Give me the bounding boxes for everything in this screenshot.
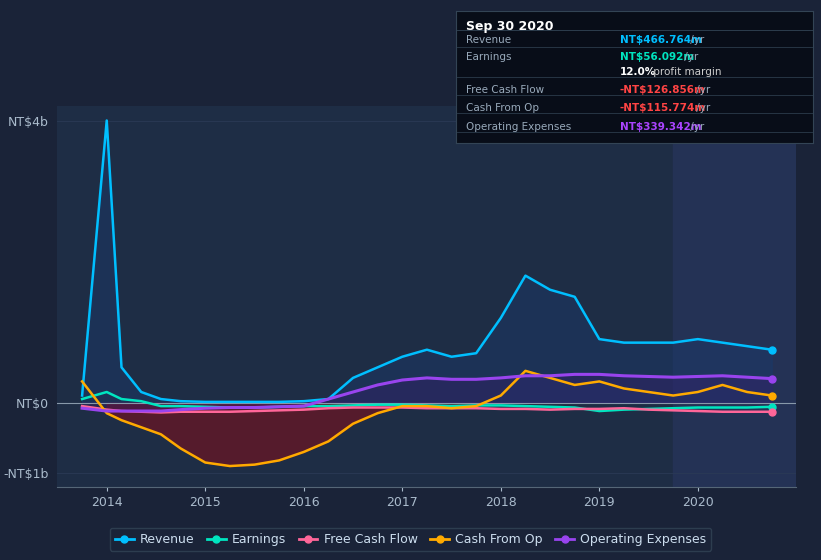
Text: Free Cash Flow: Free Cash Flow	[466, 85, 544, 95]
Text: /yr: /yr	[681, 52, 698, 62]
Text: /yr: /yr	[693, 85, 710, 95]
Text: -NT$126.856m: -NT$126.856m	[620, 85, 706, 95]
Text: profit margin: profit margin	[650, 67, 722, 77]
Text: /yr: /yr	[693, 104, 710, 113]
Text: Revenue: Revenue	[466, 35, 511, 45]
Text: 12.0%: 12.0%	[620, 67, 656, 77]
Text: Earnings: Earnings	[466, 52, 511, 62]
Text: /yr: /yr	[686, 35, 704, 45]
Text: /yr: /yr	[686, 122, 704, 132]
Text: NT$339.342m: NT$339.342m	[620, 122, 702, 132]
Legend: Revenue, Earnings, Free Cash Flow, Cash From Op, Operating Expenses: Revenue, Earnings, Free Cash Flow, Cash …	[110, 528, 711, 551]
Text: Sep 30 2020: Sep 30 2020	[466, 20, 554, 34]
Bar	[673, 106, 796, 487]
Text: NT$56.092m: NT$56.092m	[620, 52, 695, 62]
Text: -NT$115.774m: -NT$115.774m	[620, 104, 706, 113]
Text: Operating Expenses: Operating Expenses	[466, 122, 571, 132]
Text: NT$466.764m: NT$466.764m	[620, 35, 702, 45]
Text: Cash From Op: Cash From Op	[466, 104, 539, 113]
